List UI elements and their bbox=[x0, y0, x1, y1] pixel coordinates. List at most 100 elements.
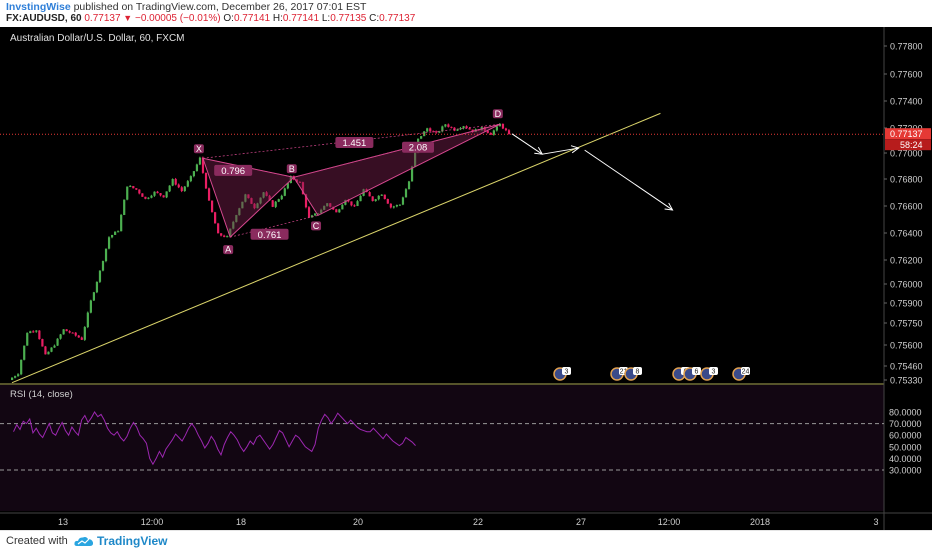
publish-header: InvstingWise published on TradingView.co… bbox=[0, 0, 932, 26]
price-tick-label: 0.75330 bbox=[890, 376, 923, 386]
created-with-text: Created with bbox=[6, 535, 68, 547]
candle-body bbox=[23, 345, 26, 360]
last-price: 0.77137 bbox=[84, 13, 121, 24]
candle-body bbox=[232, 221, 235, 229]
candle-body bbox=[47, 351, 50, 355]
candle-body bbox=[65, 329, 68, 332]
candle-body bbox=[304, 194, 308, 208]
candle-body bbox=[280, 195, 283, 200]
candle-body bbox=[323, 206, 326, 210]
ratio-line-bd bbox=[293, 123, 500, 178]
candle-body bbox=[98, 270, 102, 282]
price-tick-label: 0.75600 bbox=[890, 341, 923, 351]
ratio-label: 0.796 bbox=[221, 166, 245, 177]
candle-body bbox=[344, 200, 347, 205]
candle-body bbox=[395, 205, 399, 207]
open-label: O: bbox=[223, 13, 234, 24]
ratio-label: 0.761 bbox=[258, 230, 282, 241]
candle-body bbox=[195, 164, 199, 172]
candle-body bbox=[265, 192, 268, 196]
price-tick-label: 0.77400 bbox=[890, 97, 923, 107]
candle-body bbox=[389, 203, 392, 208]
candle-body bbox=[386, 199, 389, 204]
rsi-line bbox=[13, 411, 416, 466]
candle-body bbox=[298, 181, 302, 183]
candle-body bbox=[214, 212, 217, 224]
candle-body bbox=[192, 171, 195, 177]
footer: Created with TradingView bbox=[0, 530, 932, 550]
candle-body bbox=[210, 200, 214, 213]
candle-body bbox=[53, 345, 56, 348]
candle-body bbox=[359, 195, 362, 202]
symbol-label: FX:AUDUSD, 60 bbox=[6, 13, 82, 24]
candle-body bbox=[383, 194, 386, 200]
candle-body bbox=[229, 228, 232, 237]
candle-body bbox=[159, 193, 162, 196]
candle-body bbox=[144, 196, 147, 199]
candle-body bbox=[423, 131, 426, 137]
ratio-badge bbox=[402, 141, 435, 153]
time-tick-label: 18 bbox=[236, 517, 246, 527]
price-tick-label: 0.76000 bbox=[890, 280, 923, 290]
candle-body bbox=[371, 196, 374, 202]
chart-canvas[interactable]: Australian Dollar/U.S. Dollar, 60, FXCM X… bbox=[0, 27, 932, 530]
candle-body bbox=[314, 213, 317, 216]
price-tick-label: 0.76600 bbox=[890, 202, 923, 212]
candle-body bbox=[56, 338, 59, 346]
candle-body bbox=[277, 199, 280, 202]
price-tick-label: 0.77000 bbox=[890, 149, 923, 159]
projection-arrow-line bbox=[542, 147, 579, 155]
candle-body bbox=[168, 185, 171, 192]
candle-body bbox=[186, 181, 189, 187]
pattern-point-badge bbox=[223, 245, 234, 255]
tradingview-brand[interactable]: TradingView bbox=[97, 534, 168, 548]
candle-body bbox=[374, 199, 377, 202]
candle-body bbox=[171, 179, 174, 186]
candle-body bbox=[307, 207, 311, 218]
candle-body bbox=[486, 130, 489, 133]
candle-body bbox=[220, 233, 223, 236]
candle-body bbox=[177, 184, 180, 188]
candle-body bbox=[468, 128, 471, 130]
candle-body bbox=[26, 333, 29, 346]
candle-body bbox=[353, 205, 356, 207]
candle-body bbox=[86, 312, 89, 328]
chart-area[interactable]: Australian Dollar/U.S. Dollar, 60, FXCM X… bbox=[0, 27, 932, 530]
event-count-label: 21 bbox=[620, 369, 628, 376]
candle-body bbox=[141, 193, 144, 197]
rsi-tick-label: 30.0000 bbox=[889, 466, 922, 476]
candle-body bbox=[274, 201, 277, 207]
event-count-badge bbox=[633, 367, 642, 375]
candle-body bbox=[217, 223, 220, 234]
candle-body bbox=[338, 209, 341, 213]
candle-body bbox=[426, 128, 429, 132]
rsi-tick-label: 50.0000 bbox=[889, 442, 922, 452]
candle-body bbox=[20, 359, 23, 375]
event-count-label: 8 bbox=[636, 369, 640, 376]
candle-body bbox=[204, 172, 208, 189]
candle-body bbox=[435, 131, 438, 133]
candle-body bbox=[250, 198, 253, 204]
candle-body bbox=[253, 203, 256, 209]
price-tick-label: 0.75460 bbox=[890, 362, 923, 372]
candle-body bbox=[77, 335, 80, 338]
ratio-line-ac bbox=[230, 215, 319, 238]
candle-body bbox=[156, 191, 159, 194]
pattern-point-badge bbox=[311, 221, 322, 231]
publisher-link[interactable]: InvstingWise bbox=[6, 1, 71, 13]
candle-body bbox=[207, 188, 211, 201]
pattern-point-label: X bbox=[196, 144, 202, 154]
pattern-point-label: D bbox=[495, 109, 502, 119]
event-count-badge bbox=[741, 367, 750, 375]
candle-body bbox=[59, 334, 62, 339]
candle-body bbox=[429, 128, 432, 132]
candle-body bbox=[447, 124, 450, 127]
candle-body bbox=[459, 128, 462, 130]
event-count-badge bbox=[562, 367, 571, 375]
rsi-pane-background bbox=[0, 385, 884, 511]
ratio-label: 2.08 bbox=[409, 143, 428, 154]
candle-body bbox=[17, 374, 20, 377]
rsi-title: RSI (14, close) bbox=[10, 389, 73, 400]
candle-body bbox=[404, 189, 408, 198]
candle-body bbox=[201, 157, 205, 173]
